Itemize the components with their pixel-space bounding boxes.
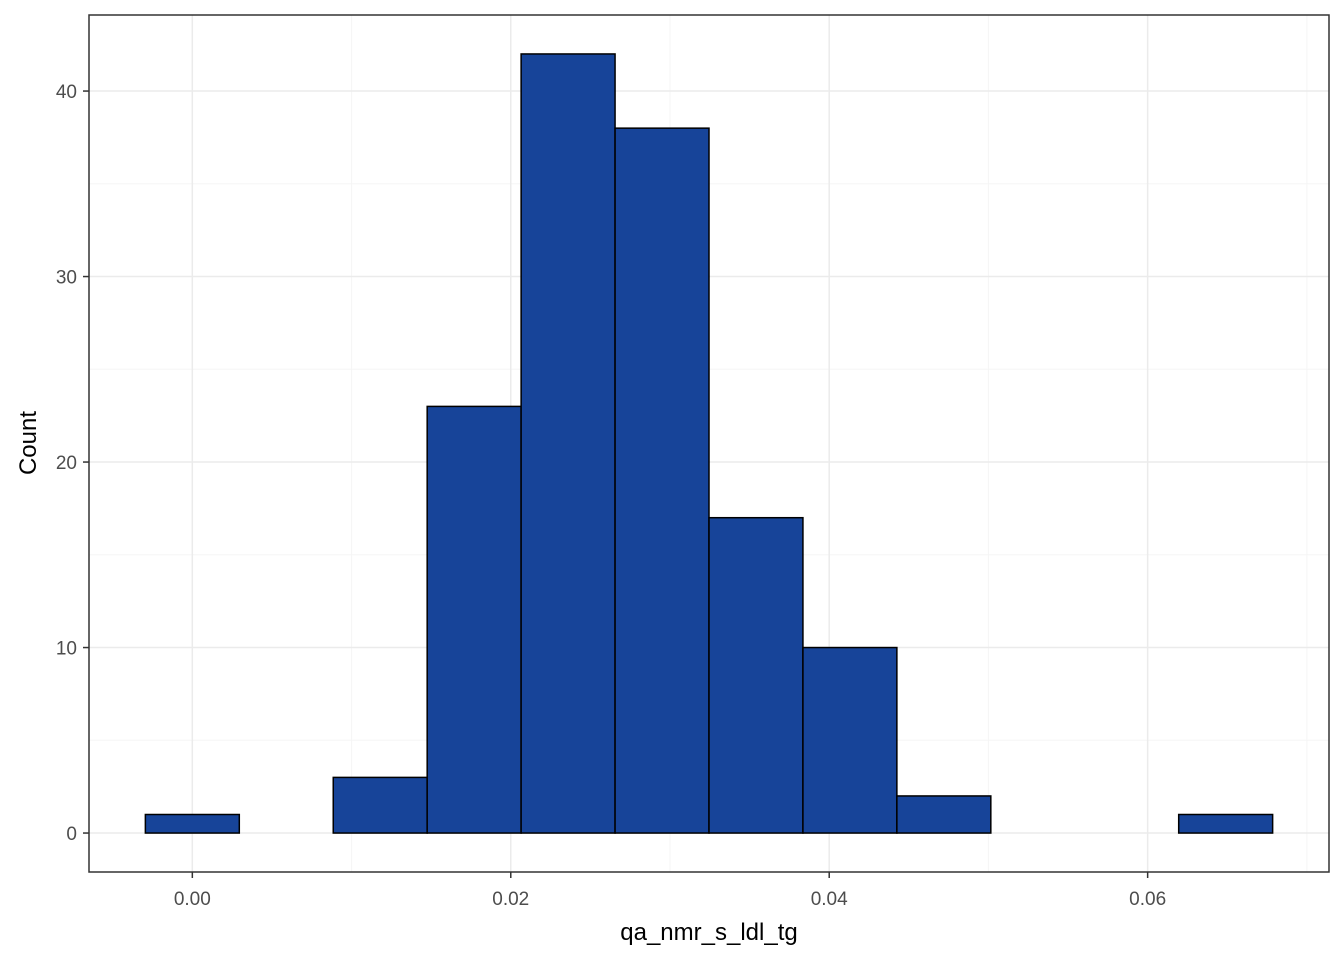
histogram-bars: [144, 53, 1274, 834]
x-tick-label: 0.06: [1129, 889, 1166, 910]
y-tick-label: 0: [66, 824, 77, 845]
x-tick-label: 0.04: [811, 889, 848, 910]
y-tick-label: 40: [56, 82, 77, 103]
y-tick-label: 30: [56, 268, 77, 289]
histogram-bar: [520, 53, 616, 834]
histogram-bar: [144, 813, 241, 834]
histogram-bar: [708, 516, 804, 834]
x-tick-label: 0.00: [174, 889, 211, 910]
y-tick-label: 20: [56, 453, 77, 474]
x-axis-title: qa_nmr_s_ldl_tg: [620, 919, 797, 946]
histogram-bar: [802, 646, 898, 834]
histogram-bar: [896, 795, 992, 834]
plot-panel-border: [88, 14, 1330, 873]
y-axis: 0 10 20 30 40: [56, 82, 89, 845]
x-axis: 0.00 0.02 0.04 0.06: [174, 872, 1166, 910]
y-tick-label: 10: [56, 639, 77, 660]
histogram-bar: [426, 405, 522, 834]
histogram-bar: [614, 127, 710, 834]
y-axis-title: Count: [15, 411, 42, 475]
histogram-bar: [332, 776, 428, 834]
x-tick-label: 0.02: [492, 889, 529, 910]
histogram-bar: [1177, 813, 1274, 834]
